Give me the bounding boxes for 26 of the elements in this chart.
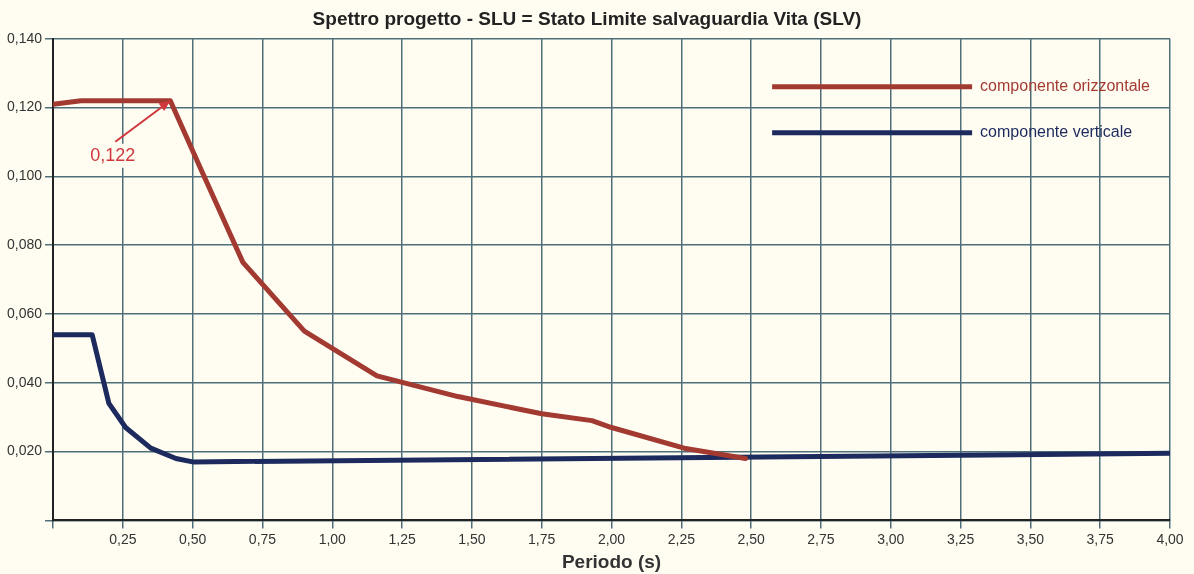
x-tick-label: 3,50 — [1016, 530, 1045, 547]
x-tick-label: 2,50 — [737, 530, 765, 547]
y-tick-label: 0,100 — [6, 167, 43, 184]
x-tick-label: 1,75 — [528, 530, 556, 547]
x-tick-label: 0,75 — [248, 530, 277, 547]
y-tick-label: 0,120 — [6, 98, 43, 115]
annotation: 0,122 — [90, 144, 136, 165]
x-axis-title: Periodo (s) — [561, 550, 662, 572]
y-tick-label: 0,040 — [6, 373, 43, 390]
y-tick-label: 0,140 — [6, 29, 43, 46]
x-tick-label: 1,50 — [458, 530, 486, 547]
x-tick-label: 3,25 — [946, 530, 975, 547]
chart-title: Spettro progetto - SLU = Stato Limite salvaguardia Vita (SLV) — [312, 7, 862, 29]
x-tick-label: 2,00 — [597, 530, 626, 547]
x-tick-label: 0,50 — [179, 530, 207, 547]
x-tick-label: 3,75 — [1086, 530, 1115, 547]
x-tick-label: 2,25 — [667, 530, 696, 547]
x-tick-label: 3,00 — [877, 530, 905, 547]
y-tick-label: 0,020 — [6, 442, 43, 459]
x-tick-label: 2,75 — [807, 530, 835, 547]
x-tick-label: 0,25 — [109, 530, 137, 547]
y-tick-label: 0,080 — [6, 236, 43, 253]
x-tick-label: 1,00 — [318, 530, 347, 547]
x-tick-label: 1,25 — [388, 530, 416, 547]
y-tick-label: 0,060 — [6, 304, 43, 321]
x-tick-label: 4,00 — [1156, 530, 1184, 547]
